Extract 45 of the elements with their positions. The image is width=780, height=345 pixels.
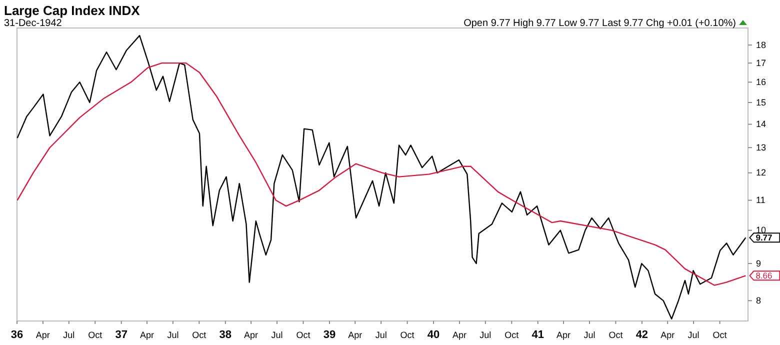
y-tick-label: 14 xyxy=(756,119,766,130)
x-tick-label: Oct xyxy=(400,330,415,340)
y-tick-label: 17 xyxy=(756,58,766,68)
x-tick-label: Jul xyxy=(584,330,596,340)
x-tick-label: Apr xyxy=(244,330,258,340)
x-tick-label: Jul xyxy=(167,330,179,340)
x-tick-label: 41 xyxy=(532,329,544,341)
x-tick-label: 38 xyxy=(219,329,232,341)
x-tick-label: Apr xyxy=(348,330,362,340)
x-tick-label: Apr xyxy=(452,330,466,340)
x-tick-label: Jul xyxy=(480,330,492,340)
y-tick-label: 18 xyxy=(756,40,766,50)
x-tick-label: 40 xyxy=(427,329,440,341)
x-tick-label: 39 xyxy=(323,329,336,341)
x-tick-label: Oct xyxy=(608,330,624,340)
line-series xyxy=(16,34,746,320)
x-tick-label: Oct xyxy=(712,330,728,340)
x-tick-label: 42 xyxy=(636,329,648,341)
x-tick-label: Oct xyxy=(88,330,103,340)
x-tick-label: Jul xyxy=(688,330,700,340)
x-tick-label: Apr xyxy=(36,330,50,340)
y-tick-label: 15 xyxy=(756,97,766,108)
annotation: Open 9.77 High 9.77 Low 9.77 Last 9.77 Chg +0.01 (+0.10%) xyxy=(464,18,736,29)
x-tick-label: Jul xyxy=(271,330,283,340)
x-tick-label: Oct xyxy=(296,330,311,340)
x-tick-label: Oct xyxy=(192,330,207,340)
annotation: 9.77 xyxy=(756,232,773,243)
x-tick-label: 36 xyxy=(10,329,24,341)
y-tick-label: 12 xyxy=(756,168,766,178)
x-tick-label: Jul xyxy=(63,330,75,340)
x-tick-label: 37 xyxy=(115,329,128,341)
x-tick-label: Jul xyxy=(375,330,387,340)
line-series xyxy=(16,62,746,286)
y-tick-label: 13 xyxy=(756,142,766,152)
x-tick-label: Apr xyxy=(660,330,675,340)
y-tick-label: 9 xyxy=(756,258,762,268)
chart-subtitle: 31-Dec-1942 xyxy=(4,18,62,29)
x-tick-label: Apr xyxy=(140,330,154,340)
x-tick-label: Oct xyxy=(504,330,520,340)
y-tick-label: 11 xyxy=(756,195,766,206)
x-tick-label: Apr xyxy=(556,330,571,340)
y-tick-label: 8 xyxy=(756,296,762,306)
y-tick-label: 16 xyxy=(756,77,766,88)
chart-title: Large Cap Index INDX xyxy=(4,3,140,18)
annotation: 8.66 xyxy=(756,270,773,281)
